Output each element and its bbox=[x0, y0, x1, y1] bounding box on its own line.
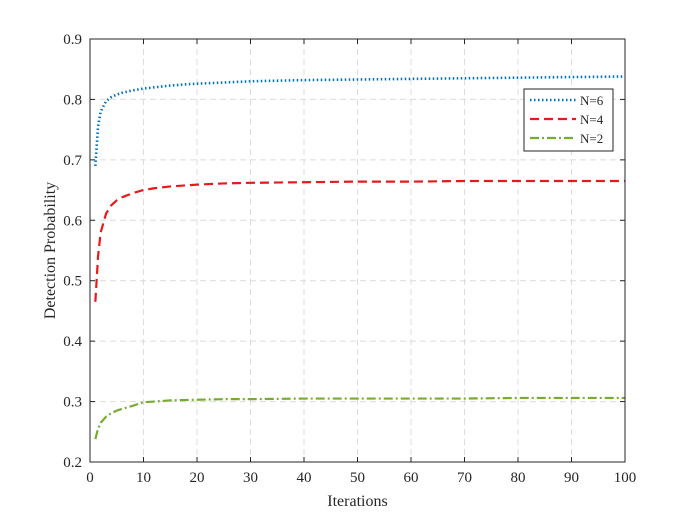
legend: N=6 N=4 N=2 bbox=[523, 88, 614, 152]
y-axis-label: Detection Probability bbox=[42, 182, 59, 319]
x-tick-label: 90 bbox=[564, 470, 579, 486]
y-tick-label: 0.5 bbox=[63, 274, 82, 290]
y-tick-label: 0.9 bbox=[63, 32, 82, 48]
x-tick-label: 60 bbox=[404, 470, 419, 486]
y-tick-label: 0.3 bbox=[63, 395, 82, 411]
y-tick-label: 0.8 bbox=[63, 92, 82, 108]
y-tick-label: 0.4 bbox=[63, 334, 82, 350]
series-line-n-4 bbox=[94, 179, 625, 302]
y-tick-label: 0.7 bbox=[63, 153, 82, 169]
legend-label: N=6 bbox=[580, 93, 604, 108]
series-line-n-2 bbox=[94, 396, 625, 440]
x-tick-label: 80 bbox=[511, 470, 526, 486]
x-tick-label: 70 bbox=[457, 470, 472, 486]
x-tick-label: 40 bbox=[297, 470, 312, 486]
legend-entries: N=6 N=4 N=2 bbox=[530, 93, 604, 146]
legend-label: N=4 bbox=[580, 112, 604, 127]
x-tick-label: 100 bbox=[614, 470, 637, 486]
x-tick-label: 30 bbox=[243, 470, 258, 486]
x-tick-label: 0 bbox=[86, 470, 94, 486]
x-tick-label: 20 bbox=[190, 470, 205, 486]
y-tick-label: 0.6 bbox=[63, 213, 82, 229]
series-layer bbox=[94, 75, 626, 440]
x-tick-label: 10 bbox=[136, 470, 151, 486]
legend-label: N=2 bbox=[580, 131, 603, 146]
y-tick-label: 0.2 bbox=[63, 455, 82, 471]
tick-layer: 0 10 20 30 40 50 60 70 80 90 100 0.2 0.3 0.4 0.5 0.6 0.7… bbox=[63, 32, 636, 486]
series-line-n-6 bbox=[94, 75, 626, 166]
x-tick-label: 50 bbox=[350, 470, 365, 486]
x-axis-label: Iterations bbox=[327, 493, 387, 510]
